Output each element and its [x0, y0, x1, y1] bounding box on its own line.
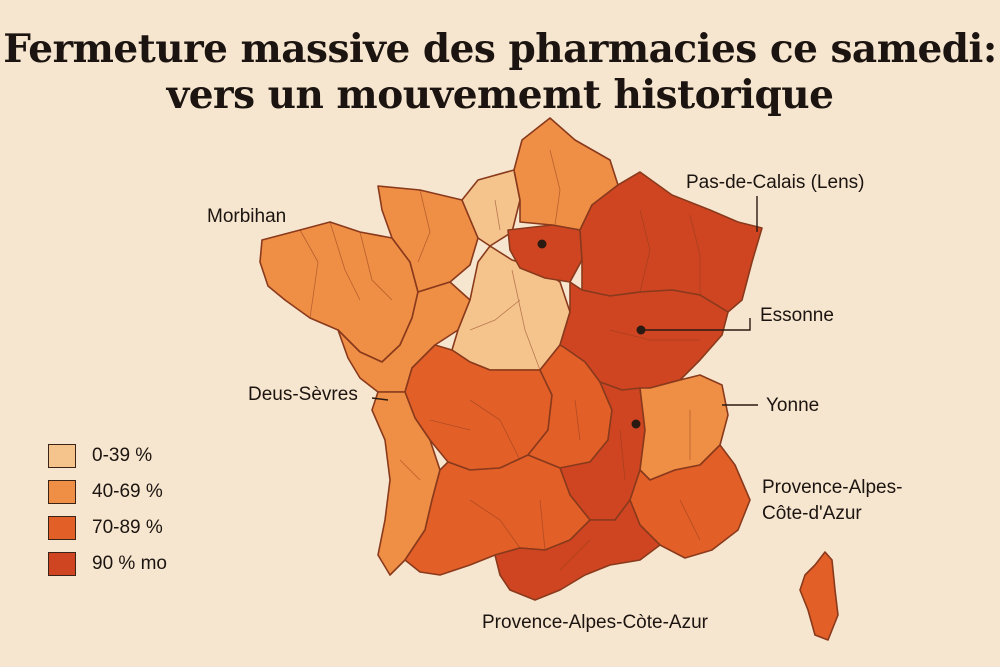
title-line-2: vers un mouvememt historique [166, 72, 834, 118]
essonne-leader [641, 318, 751, 331]
department-borders [299, 149, 701, 571]
legend-swatch-40-69 [48, 480, 76, 504]
legend: 0-39 % 40-69 % 70-89 % 90 % mo [48, 438, 167, 582]
label-morbihan: Morbihan [207, 206, 287, 227]
paris-dot [537, 239, 547, 249]
region-brittany [259, 221, 419, 363]
region-occitanie [494, 499, 661, 601]
map-title: Fermeture massive des pharmacies ce same… [0, 26, 1000, 118]
leader-lines [371, 196, 758, 406]
legend-label-70-89: 70-89 % [92, 517, 163, 538]
legend-item-0-39: 0-39 % [48, 438, 167, 474]
legend-label-40-69: 40-69 % [92, 481, 163, 502]
label-paca-bottom: Provence-Alpes-Còte-Azur [482, 612, 708, 633]
legend-label-90-plus: 90 % mo [92, 553, 167, 574]
label-essonne: Essonne [760, 305, 834, 326]
region-corsica [799, 551, 839, 641]
label-paca-right-line2: Côte-d'Azur [762, 503, 862, 524]
legend-item-70-89: 70-89 % [48, 510, 167, 546]
title-line-1: Fermeture massive des pharmacies ce same… [3, 26, 997, 72]
deus-sevres-leader [371, 397, 389, 401]
legend-swatch-0-39 [48, 444, 76, 468]
label-yonne: Yonne [766, 395, 820, 416]
label-paca-right: Provence-Alpes- Côte-d'Azur [762, 477, 902, 525]
region-picardie [461, 169, 521, 247]
label-deus-sevres: Deus-Sèvres [248, 384, 358, 405]
legend-item-40-69: 40-69 % [48, 474, 167, 510]
region-grand-est [579, 171, 763, 313]
lyon-dot [631, 419, 641, 429]
legend-swatch-90-plus [48, 552, 76, 576]
legend-item-90-plus: 90 % mo [48, 546, 167, 582]
label-pas-de-calais: Pas-de-Calais (Lens) [686, 172, 865, 193]
legend-swatch-70-89 [48, 516, 76, 540]
legend-label-0-39: 0-39 % [92, 445, 153, 466]
label-paca-right-line1: Provence-Alpes- [762, 477, 903, 498]
